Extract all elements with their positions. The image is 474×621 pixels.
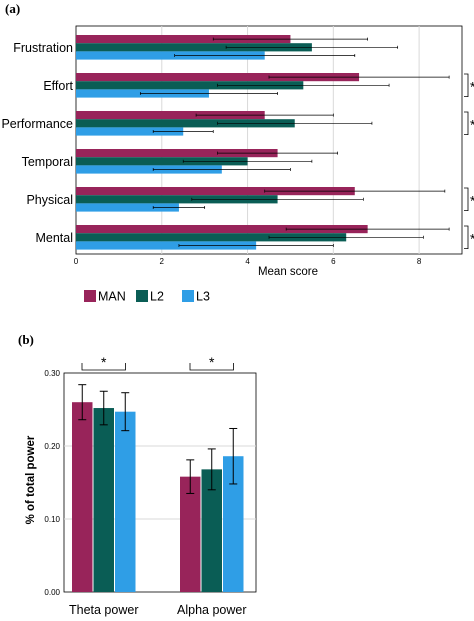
panel-a-significance-bracket (464, 111, 469, 135)
panel-a-bar-performance-l2 (76, 119, 295, 128)
panel-b-category-labels: Theta power Alpha power (69, 603, 246, 617)
panel-label-a: (a) (5, 1, 20, 16)
panel-b-bar-alpha-power-l3 (223, 456, 244, 592)
panel-b-significance-marker: * (209, 354, 215, 370)
panel-a-significance: * * * * (464, 73, 474, 249)
panel-a-legend-swatch-man (84, 290, 96, 302)
panel-a-significance-marker: * (470, 192, 474, 208)
panel-a-bar-effort-l2 (76, 81, 304, 90)
panel-b-bar-theta-power-l2 (93, 408, 114, 592)
panel-a-bar-temporal-man (76, 149, 278, 158)
panel-a-legend-swatch-l2 (136, 290, 148, 302)
panel-a-legend-label-man: MAN (98, 290, 126, 304)
panel-a-bar-mental-man (76, 225, 368, 234)
panel-a-bar-physical-l3 (76, 203, 179, 212)
panel-b-y-tick-label: 0.00 (44, 588, 60, 597)
panel-a-category-label: Effort (43, 79, 73, 93)
panel-b-bars (72, 384, 244, 592)
panel-a-category-label: Temporal (22, 155, 73, 169)
panel-b-bar-alpha-power-man (180, 476, 201, 592)
panel-a-legend: MAN L2 L3 (84, 290, 210, 304)
panel-a-legend-label-l3: L3 (196, 290, 210, 304)
panel-a-bar-performance-man (76, 111, 265, 120)
panel-b-bar-theta-power-l3 (115, 411, 136, 592)
panel-a-bar-frustration-l3 (76, 51, 265, 60)
panel-a-category-labels: Frustration Effort Performance Temporal Phys… (1, 41, 73, 245)
panel-a-bars (76, 35, 450, 250)
panel-a-significance-bracket (464, 73, 469, 97)
panel-a-x-tick-label: 0 (74, 257, 79, 266)
panel-a-bar-frustration-man (76, 35, 291, 44)
panel-a-significance-marker: * (470, 78, 474, 94)
panel-a-bar-mental-l2 (76, 233, 347, 242)
panel-b-y-tick-label: 0.10 (44, 515, 60, 524)
panel-b-significance-bracket (189, 363, 234, 371)
panel-a-bar-physical-l2 (76, 195, 278, 204)
panel-a-category-label: Physical (26, 193, 73, 207)
panel-b-tick-labels: 0.00 0.10 0.20 0.30 (44, 369, 60, 597)
panel-a-bar-performance-l3 (76, 127, 184, 136)
panel-a-x-axis-title: Mean score (258, 266, 318, 278)
panel-a-significance-marker: * (470, 116, 474, 132)
panel-a-significance-bracket (464, 225, 469, 249)
panel-a-x-tick-label: 8 (417, 257, 422, 266)
panel-b-y-axis-title: % of total power (25, 435, 37, 524)
panel-a-x-tick-label: 6 (331, 257, 336, 266)
panel-a-category-label: Frustration (13, 41, 73, 55)
panel-b-significance: * * (81, 354, 234, 371)
panel-a-bar-physical-man (76, 187, 355, 196)
panel-b-significance-bracket (81, 363, 126, 371)
panel-a-significance-marker: * (470, 230, 474, 246)
panel-a-bar-frustration-l2 (76, 43, 312, 52)
panel-a-legend-swatch-l3 (182, 290, 194, 302)
panel-a-gridlines (161, 26, 420, 254)
panel-a-bar-temporal-l2 (76, 157, 248, 166)
panel-b-category-label: Theta power (69, 603, 138, 617)
panel-a-category-label: Performance (1, 117, 73, 131)
panel-a-significance-bracket (464, 187, 469, 211)
panel-a-bar-effort-man (76, 73, 360, 82)
panel-b-category-label: Alpha power (177, 603, 247, 617)
panel-a-plot-frame (75, 25, 463, 255)
panel-a-legend-label-l2: L2 (150, 290, 164, 304)
panel-b-plot-frame (63, 372, 257, 593)
panel-b-bar-theta-power-man (72, 402, 93, 592)
panel-b-significance-marker: * (101, 354, 107, 370)
panel-a-category-label: Mental (35, 231, 73, 245)
panel-a-x-tick-label: 2 (160, 257, 165, 266)
panel-a-bar-temporal-l3 (76, 165, 222, 174)
panel-b-bar-alpha-power-l2 (201, 469, 222, 592)
panel-a-x-tick-label: 4 (245, 257, 250, 266)
panel-a-bar-mental-l3 (76, 241, 257, 250)
panel-a-tick-labels: 0 2 4 6 8 (74, 257, 422, 266)
panel-b-y-tick-label: 0.30 (44, 369, 60, 378)
panel-label-b: (b) (18, 332, 34, 347)
panel-b-y-tick-label: 0.20 (44, 442, 60, 451)
